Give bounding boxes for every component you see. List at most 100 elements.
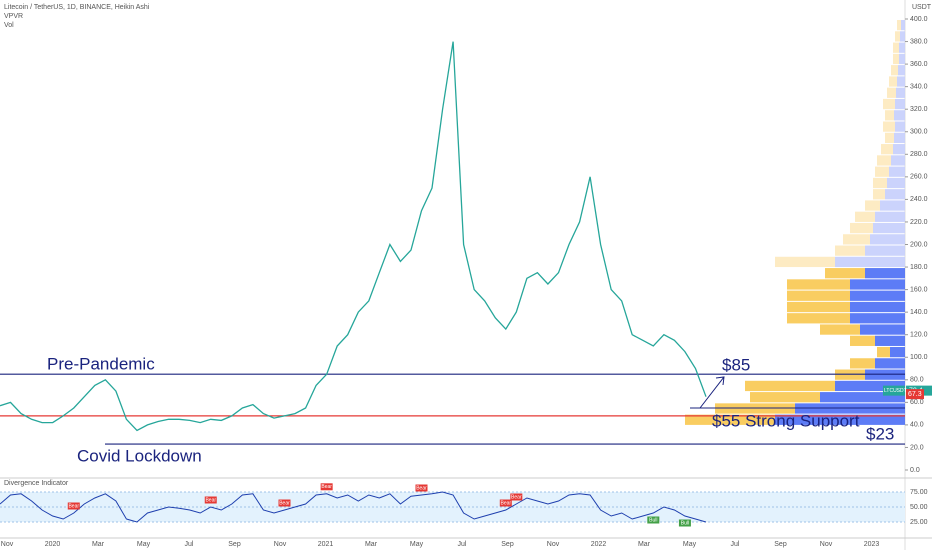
y-tick-label: 320.0 xyxy=(910,106,928,113)
profile-down xyxy=(685,414,775,425)
profile-up xyxy=(850,279,905,290)
profile-down xyxy=(883,98,895,110)
signal-box xyxy=(647,516,660,524)
profile-up xyxy=(875,335,905,346)
profile-down xyxy=(873,177,887,189)
profile-down xyxy=(885,110,894,121)
profile-down xyxy=(787,313,850,324)
profile-down xyxy=(891,65,898,76)
y-tick-label: 40.0 xyxy=(910,422,924,429)
y-tick-label: 280.0 xyxy=(910,151,928,158)
profile-down xyxy=(893,42,899,53)
x-tick-label: Sep xyxy=(501,541,514,548)
profile-up xyxy=(860,324,905,335)
profile-down xyxy=(895,31,900,42)
profile-up xyxy=(893,144,905,155)
profile-down xyxy=(897,20,901,31)
profile-down xyxy=(745,380,835,392)
annotation: $55 Strong Support xyxy=(712,411,860,430)
profile-up xyxy=(850,290,905,301)
profile-up xyxy=(895,121,905,132)
signal-box xyxy=(320,483,333,491)
signal-label: Bear xyxy=(205,497,216,503)
y-tick-label: 340.0 xyxy=(910,83,928,90)
profile-up xyxy=(900,31,905,42)
y-tick-label: 160.0 xyxy=(910,286,928,293)
x-tick-label: Jul xyxy=(731,541,740,548)
y-tick-label: 240.0 xyxy=(910,196,928,203)
profile-down xyxy=(877,155,891,166)
x-tick-label: Nov xyxy=(1,541,14,548)
profile-down xyxy=(883,121,895,132)
chart-title: Litecoin / TetherUS, 1D, BINANCE, Heikin… xyxy=(4,4,150,11)
profile-down xyxy=(855,211,875,222)
profile-up xyxy=(889,166,905,177)
signal-label: Bear xyxy=(321,484,332,490)
signal-box xyxy=(278,499,291,507)
y-tick-label: 380.0 xyxy=(910,38,928,45)
signal-label: Bear xyxy=(501,500,512,506)
x-tick-label: Nov xyxy=(547,541,560,548)
signal-box xyxy=(204,496,217,504)
signal-box xyxy=(510,493,523,501)
profile-up xyxy=(775,414,905,425)
annotation: Pre-Pandemic xyxy=(47,354,155,373)
profile-up xyxy=(875,358,905,369)
y-tick-label: 300.0 xyxy=(910,129,928,136)
profile-up xyxy=(894,132,905,144)
y-tick-label: 260.0 xyxy=(910,174,928,181)
x-tick-label: Sep xyxy=(774,541,787,548)
x-tick-label: Jul xyxy=(458,541,467,548)
profile-down xyxy=(787,279,850,290)
profile-down xyxy=(775,256,835,268)
annotation: $23 xyxy=(866,424,894,443)
signal-box xyxy=(678,519,691,527)
signal-label: Bull xyxy=(649,517,657,523)
y-tick-label: 120.0 xyxy=(910,332,928,339)
profile-up xyxy=(835,256,905,268)
x-tick-label: May xyxy=(137,541,151,548)
y-tick-label: 180.0 xyxy=(910,264,928,271)
x-tick-label: 2020 xyxy=(45,541,61,548)
profile-down xyxy=(873,189,885,200)
marker-price-tag xyxy=(906,389,924,400)
profile-up xyxy=(870,234,905,245)
symbol-tag xyxy=(883,385,905,396)
profile-down xyxy=(877,346,890,358)
arrow xyxy=(699,376,725,409)
profile-down xyxy=(850,222,873,234)
y-tick-label: 100.0 xyxy=(910,354,928,361)
profile-up xyxy=(850,301,905,313)
profile-up xyxy=(901,20,905,31)
profile-down xyxy=(850,358,875,369)
profile-up xyxy=(890,346,905,358)
profile-up xyxy=(875,211,905,222)
x-tick-label: May xyxy=(410,541,424,548)
x-tick-label: Nov xyxy=(820,541,833,548)
profile-down xyxy=(865,200,880,211)
signal-box xyxy=(415,484,428,492)
x-tick-label: Nov xyxy=(274,541,287,548)
indicator-label: Vol xyxy=(4,22,14,29)
profile-up xyxy=(865,268,905,279)
x-tick-label: Mar xyxy=(638,541,651,548)
x-tick-label: 2023 xyxy=(864,541,880,548)
profile-up xyxy=(873,222,905,234)
y-tick-label: 200.0 xyxy=(910,241,928,248)
oscillator-tick-label: 25.00 xyxy=(910,519,928,526)
profile-up xyxy=(820,392,905,403)
profile-up xyxy=(895,98,905,110)
y-tick-label: 0.0 xyxy=(910,467,920,474)
annotation: Covid Lockdown xyxy=(77,446,202,465)
profile-down xyxy=(887,87,896,98)
profile-down xyxy=(787,301,850,313)
x-tick-label: 2021 xyxy=(318,541,334,548)
x-tick-label: 2022 xyxy=(591,541,607,548)
y-tick-label: 400.0 xyxy=(910,16,928,23)
profile-up xyxy=(898,65,905,76)
y-tick-label: 220.0 xyxy=(910,219,928,226)
y-tick-label: 60.0 xyxy=(910,399,924,406)
oscillator-title: Divergence Indicator xyxy=(4,480,69,487)
profile-up xyxy=(891,155,905,166)
